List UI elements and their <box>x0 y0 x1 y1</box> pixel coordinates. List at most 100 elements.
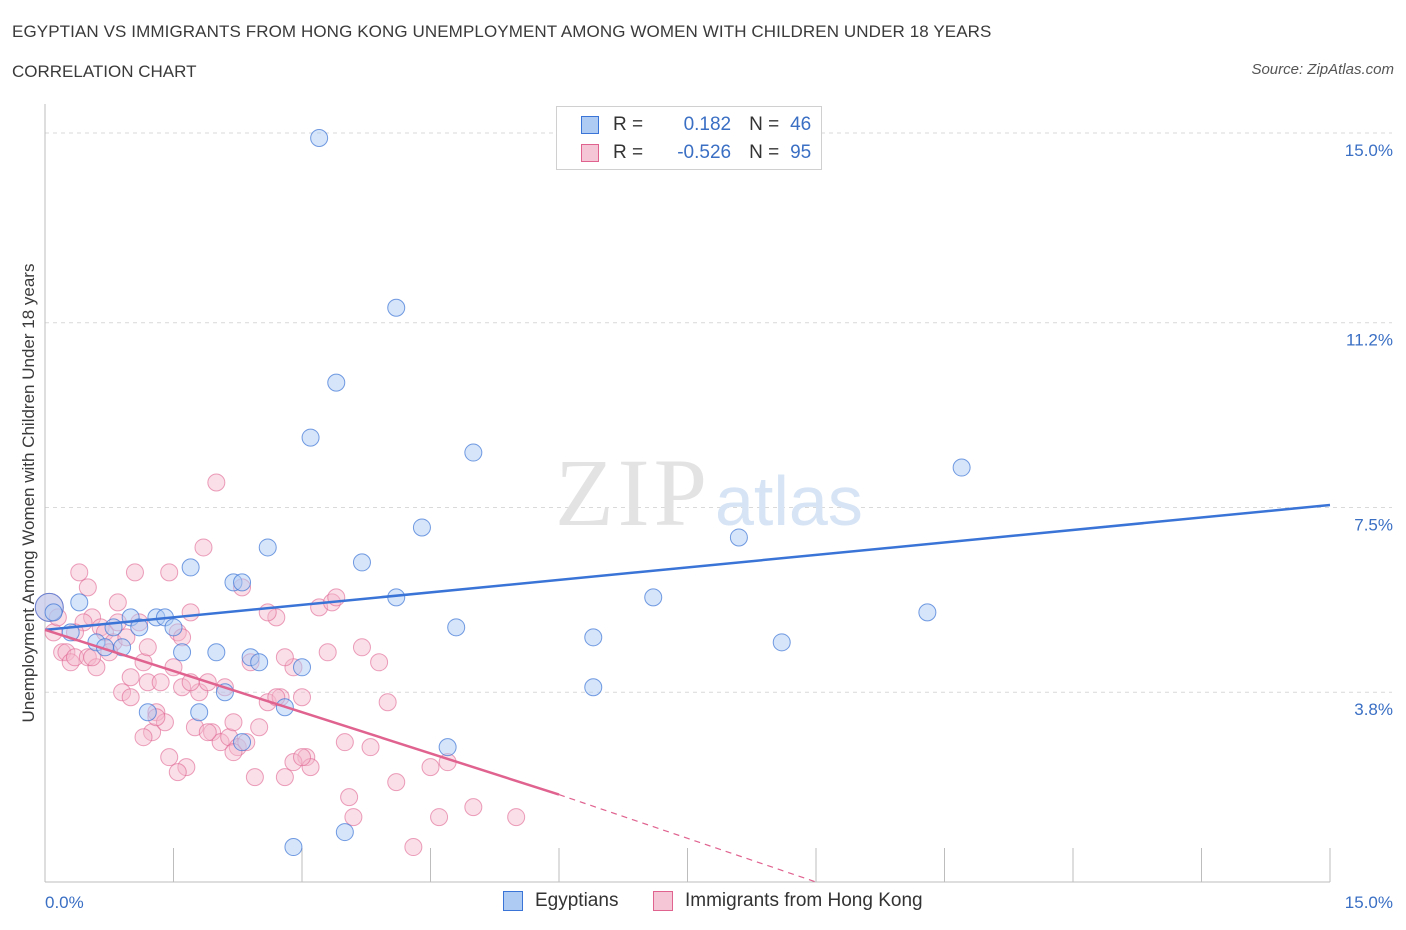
egyptian-point <box>138 703 157 722</box>
hongkong-point <box>113 683 132 702</box>
legend-n-value: 46 <box>790 114 812 135</box>
y-tick-label: 11.2% <box>1346 331 1393 350</box>
hongkong-point <box>211 733 230 752</box>
egyptian-point <box>181 558 200 577</box>
hongkong-point <box>87 658 106 677</box>
chart-title: EGYPTIAN VS IMMIGRANTS FROM HONG KONG UN… <box>12 22 992 41</box>
egyptian-point <box>301 428 320 447</box>
hongkong-point <box>177 758 196 777</box>
hongkong-point <box>168 763 187 782</box>
hongkong-point <box>134 728 153 747</box>
hongkong-point <box>160 748 179 767</box>
hongkong-point <box>361 738 380 757</box>
legend-n-label: N = <box>749 142 780 163</box>
legend-n-value: 95 <box>790 142 812 163</box>
hongkong-points <box>34 473 526 857</box>
legend-n-label: N = <box>749 114 780 135</box>
legend-row-egyptians: R = 0.182 N = 46 <box>581 113 811 137</box>
legend-swatch-pink <box>653 891 673 911</box>
hongkong-point <box>160 563 179 582</box>
hongkong-point <box>430 808 449 827</box>
hongkong-point <box>335 733 354 752</box>
hongkong-point <box>181 603 200 622</box>
egyptian-point <box>130 618 149 637</box>
hongkong-point <box>344 808 363 827</box>
egyptian-point <box>952 458 971 477</box>
hongkong-point <box>194 538 213 557</box>
hongkong-point <box>404 838 423 857</box>
hongkong-point <box>108 593 127 612</box>
hongkong-point <box>370 653 389 672</box>
egyptian-point <box>729 528 748 547</box>
hongkong-point <box>155 713 174 732</box>
legend-item-egyptians: Egyptians <box>503 890 618 912</box>
legend-r-label: R = <box>613 142 644 163</box>
hongkong-point <box>293 688 311 707</box>
hongkong-point <box>284 753 303 772</box>
axes <box>44 104 1331 883</box>
hongkong-point <box>464 798 483 817</box>
egyptian-point <box>310 128 329 147</box>
egyptian-point <box>335 823 354 842</box>
hongkong-point <box>352 638 371 657</box>
legend-swatch-pink <box>581 144 599 162</box>
hongkong-point <box>138 638 157 657</box>
watermark-atlas: atlas <box>715 462 863 540</box>
y-tick-labels: 15.0% 11.2% 7.5% 3.8% <box>1345 141 1393 719</box>
legend-swatch-blue <box>503 891 523 911</box>
legend-r-value: 0.182 <box>683 114 732 135</box>
egyptian-point <box>233 733 252 752</box>
egyptian-point <box>233 573 252 592</box>
legend-item-hongkong: Immigrants from Hong Kong <box>653 890 923 912</box>
hongkong-trend-line <box>44 628 560 796</box>
chart-subtitle: CORRELATION CHART <box>12 62 197 81</box>
egyptian-point <box>293 658 311 677</box>
hongkong-point <box>121 688 140 707</box>
egyptian-point <box>464 443 483 462</box>
bottom-legend: Egyptians Immigrants from Hong Kong <box>0 890 1406 916</box>
legend-row-hongkong: R = -0.526 N = 95 <box>581 141 811 165</box>
hongkong-point <box>143 723 162 742</box>
hongkong-point <box>207 473 226 492</box>
hongkong-point <box>340 788 359 807</box>
legend-r-label: R = <box>613 114 644 135</box>
legend-r-value: -0.526 <box>677 142 732 163</box>
egyptian-point <box>44 603 63 622</box>
egyptian-point <box>164 618 183 637</box>
source-note: Source: ZipAtlas.com <box>1251 61 1394 78</box>
hongkong-point <box>151 673 170 692</box>
hongkong-point <box>318 643 337 662</box>
gridlines <box>45 132 1392 693</box>
egyptian-point <box>918 603 937 622</box>
hongkong-point <box>378 693 397 712</box>
legend-label-hongkong: Immigrants from Hong Kong <box>685 890 923 911</box>
watermark: ZIP atlas <box>555 439 863 546</box>
hongkong-point <box>267 608 286 627</box>
hongkong-point <box>293 748 311 767</box>
y-tick-label: 7.5% <box>1354 515 1393 534</box>
egyptian-point <box>447 618 466 637</box>
hongkong-point <box>198 723 217 742</box>
hongkong-point <box>245 768 264 787</box>
egyptians-trend-line <box>44 503 1331 632</box>
trend-lines <box>44 503 1331 883</box>
y-axis-label: Unemployment Among Women with Children U… <box>19 264 38 723</box>
hongkong-point <box>421 758 440 777</box>
hongkong-point <box>275 648 294 667</box>
egyptian-point <box>327 373 346 392</box>
hongkong-point <box>387 773 406 792</box>
egyptian-point <box>438 738 457 757</box>
egyptian-point <box>352 553 371 572</box>
hongkong-point <box>125 563 144 582</box>
hongkong-point <box>173 678 192 697</box>
hongkong-trend-extension <box>558 794 817 883</box>
hongkong-point <box>121 668 140 687</box>
egyptian-point <box>644 588 663 607</box>
egyptian-point <box>173 643 192 662</box>
egyptian-point <box>70 593 89 612</box>
x-tick-label-min: 0.0% <box>45 893 84 912</box>
hongkong-point <box>250 718 269 737</box>
egyptian-point <box>772 633 791 652</box>
hongkong-point <box>78 578 97 597</box>
